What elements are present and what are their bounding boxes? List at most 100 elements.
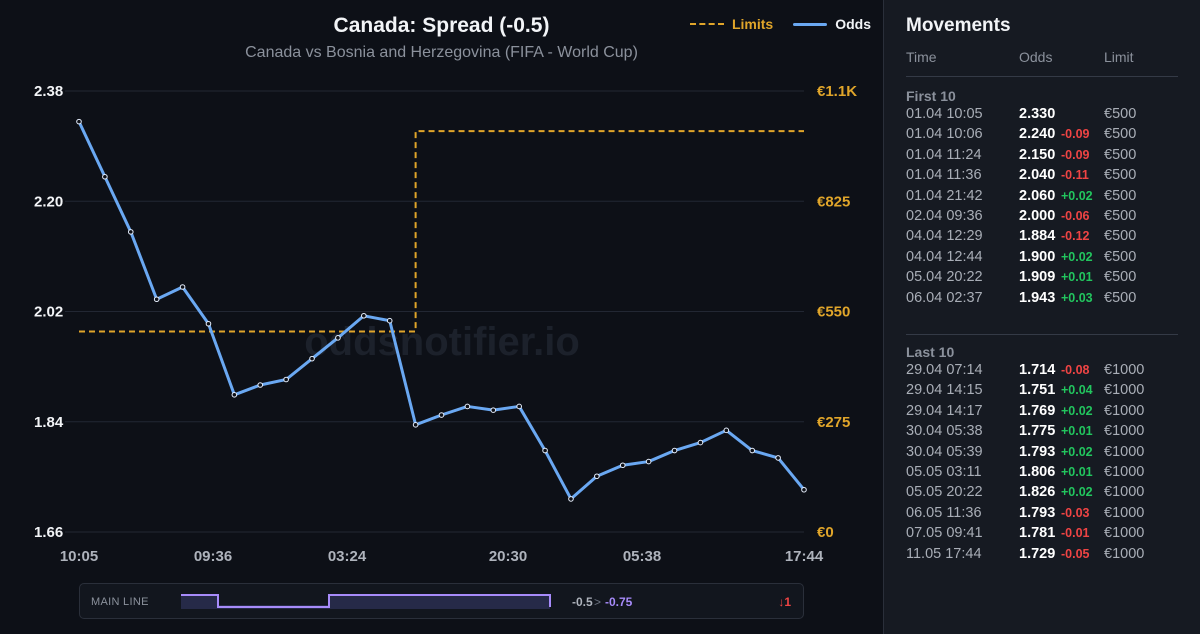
movement-odds: 2.240: [1019, 126, 1056, 143]
movement-odds: 1.769: [1019, 402, 1056, 419]
chart-panel: oddsnotifier.io 2.38 €1.1K 2.20 €825 2.02 €550…: [0, 0, 883, 619]
y-tick-left: 1.66: [34, 524, 63, 541]
movement-delta: +0.01: [1061, 465, 1093, 479]
movement-delta: -0.05: [1061, 546, 1090, 561]
movement-limit: €500: [1104, 208, 1137, 224]
movement-odds: 2.040: [1019, 167, 1056, 184]
movement-delta: -0.03: [1061, 505, 1090, 520]
movement-odds: 2.060: [1019, 187, 1056, 204]
x-tick-label: 05:38: [623, 548, 661, 565]
odds-point[interactable]: [361, 312, 367, 319]
main-line-to: -0.75: [605, 595, 633, 609]
movement-limit: €1000: [1104, 545, 1145, 562]
odds-point[interactable]: [335, 335, 341, 341]
movement-odds: 1.729: [1019, 545, 1056, 562]
odds-chart[interactable]: oddsnotifier.io 2.38 €1.1K 2.20 €825 2.02 €550…: [0, 0, 883, 580]
movement-time: 04.04 12:44: [906, 248, 983, 265]
main-line-step: [181, 594, 551, 608]
legend-item-limits[interactable]: Limits: [689, 16, 773, 32]
x-tick-label: 09:36: [194, 548, 232, 565]
main-line-fill: [329, 595, 550, 609]
odds-point[interactable]: [568, 496, 574, 502]
movement-limit: €1000: [1104, 484, 1145, 501]
movement-delta: +0.02: [1061, 403, 1093, 418]
odds-point[interactable]: [619, 462, 626, 469]
movement-delta: +0.02: [1061, 444, 1093, 459]
movement-odds: 2.330: [1019, 106, 1056, 122]
odds-point[interactable]: [516, 403, 522, 410]
movement-delta: +0.02: [1061, 188, 1093, 203]
movement-odds: 1.884: [1019, 228, 1056, 245]
main-line-label: MAIN LINE: [91, 596, 149, 608]
odds-point[interactable]: [76, 118, 82, 125]
movement-row: 29.04 14:15 1.751 +0.04 €1000: [906, 382, 1178, 402]
odds-point[interactable]: [283, 376, 289, 383]
odds-point[interactable]: [671, 447, 678, 454]
movement-limit: €500: [1104, 228, 1137, 245]
odds-point[interactable]: [775, 455, 781, 461]
x-tick-label: 20:30: [489, 548, 527, 565]
movement-odds: 1.909: [1019, 269, 1056, 286]
movement-limit: €1000: [1104, 525, 1145, 542]
odds-point[interactable]: [697, 439, 704, 446]
odds-point[interactable]: [153, 296, 160, 303]
legend-item-odds[interactable]: Odds: [793, 16, 871, 32]
movement-delta: +0.04: [1061, 383, 1093, 398]
odds-point[interactable]: [386, 317, 393, 324]
movement-time: 06.04 02:37: [906, 289, 983, 306]
odds-point[interactable]: [309, 355, 315, 362]
column-header-limit: Limit: [1104, 49, 1134, 65]
first-10-title: First 10: [906, 88, 956, 104]
movement-delta: -0.09: [1061, 147, 1090, 162]
panel-divider: [883, 0, 884, 634]
movement-limit: €1000: [1104, 402, 1145, 419]
main-line-fill: [181, 595, 218, 609]
movement-time: 01.04 10:06: [906, 126, 983, 143]
y-tick-right: €275: [817, 414, 850, 431]
movement-odds: 2.150: [1019, 146, 1056, 163]
odds-point[interactable]: [179, 284, 186, 290]
movement-time: 05.05 03:11: [906, 464, 982, 480]
movement-time: 01.04 21:42: [906, 187, 983, 204]
odds-point[interactable]: [102, 173, 108, 180]
y-tick-right: €0: [817, 524, 834, 541]
x-tick-label: 17:44: [785, 548, 824, 565]
odds-point[interactable]: [594, 473, 600, 480]
movements-title: Movements: [906, 15, 1011, 36]
movement-delta: -0.11: [1061, 168, 1089, 183]
odds-point[interactable]: [801, 486, 807, 493]
odds-point[interactable]: [257, 382, 264, 388]
movement-row: 30.04 05:38 1.775 +0.01 €1000: [906, 423, 1178, 443]
movement-odds: 2.000: [1019, 208, 1056, 224]
movement-delta: +0.02: [1061, 249, 1093, 264]
group-divider: [906, 334, 1178, 335]
movement-time: 02.04 09:36: [906, 208, 983, 224]
movement-limit: €1000: [1104, 382, 1145, 399]
odds-point[interactable]: [231, 392, 238, 398]
odds-point[interactable]: [127, 229, 134, 235]
odds-point[interactable]: [723, 427, 730, 434]
movement-limit: €500: [1104, 126, 1137, 143]
watermark: oddsnotifier.io: [304, 320, 580, 364]
movement-row: 29.04 07:14 1.714 -0.08 €1000: [906, 362, 1178, 382]
main-line-bar[interactable]: MAIN LINE -0.5 > -0.75 ↓1: [79, 583, 804, 619]
header-divider: [906, 76, 1178, 77]
movement-delta: -0.01: [1061, 526, 1090, 541]
movement-row: 02.04 09:36 2.000 -0.06 €500: [906, 208, 1178, 228]
odds-point[interactable]: [205, 320, 212, 327]
odds-point[interactable]: [438, 412, 445, 418]
movement-odds: 1.793: [1019, 443, 1056, 460]
odds-point[interactable]: [464, 403, 471, 410]
x-tick-label: 10:05: [60, 548, 98, 565]
movement-row: 01.04 11:24 2.150 -0.09 €500: [906, 147, 1178, 167]
odds-point[interactable]: [490, 407, 497, 413]
movement-row: 05.05 20:22 1.826 +0.02 €1000: [906, 484, 1178, 504]
odds-series-line: [77, 120, 806, 501]
odds-point[interactable]: [412, 422, 419, 428]
y-tick-left: 1.84: [34, 414, 64, 431]
movement-row: 30.04 05:39 1.793 +0.02 €1000: [906, 444, 1178, 464]
odds-point[interactable]: [645, 458, 652, 465]
movement-row: 01.04 10:05 2.330 €500: [906, 106, 1178, 126]
odds-point[interactable]: [542, 447, 548, 454]
odds-point[interactable]: [749, 447, 756, 454]
